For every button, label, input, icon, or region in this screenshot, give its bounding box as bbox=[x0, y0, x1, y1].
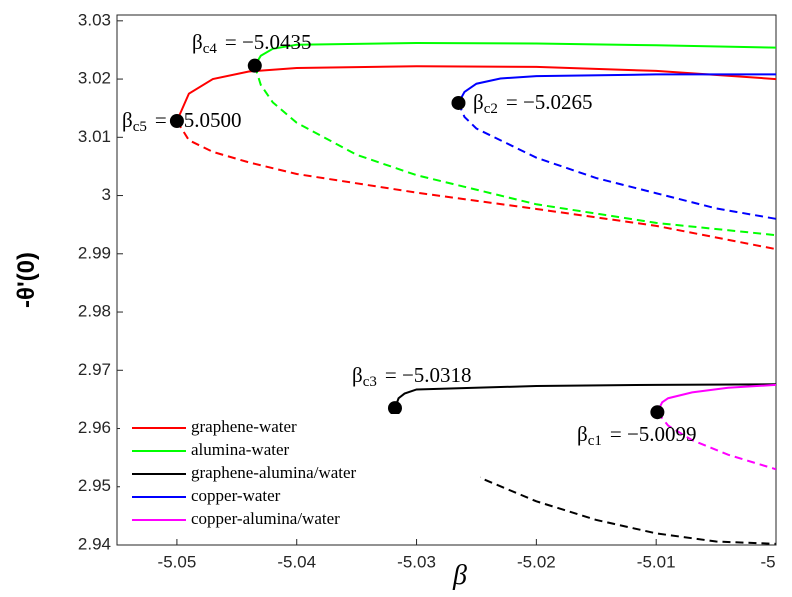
critical-value: = −5.0099 bbox=[610, 422, 697, 446]
upper-branch bbox=[457, 73, 776, 104]
x-tick-label: -5.04 bbox=[277, 552, 316, 571]
upper-branch bbox=[656, 383, 776, 413]
critical-subscript: c2 bbox=[484, 101, 498, 117]
y-tick-label: 3.03 bbox=[78, 10, 111, 29]
critical-value: = −5.0265 bbox=[506, 90, 593, 114]
legend-label: graphene-alumina/water bbox=[191, 463, 357, 482]
y-tick-label: 2.99 bbox=[78, 243, 111, 262]
critical-symbol: β bbox=[192, 30, 203, 54]
legend-label: graphene-water bbox=[191, 417, 297, 436]
critical-value: = −5.0318 bbox=[385, 363, 472, 387]
y-tick-label: 2.97 bbox=[78, 360, 111, 379]
legend-label: copper-water bbox=[191, 486, 281, 505]
lower-branch bbox=[656, 411, 776, 471]
critical-value: = −5.0435 bbox=[225, 30, 312, 54]
x-tick-label: -5.02 bbox=[517, 552, 556, 571]
lower-branch bbox=[253, 65, 776, 237]
critical-point bbox=[247, 58, 262, 73]
critical-label: βc2 = −5.0265 bbox=[473, 90, 593, 118]
legend-label: alumina-water bbox=[191, 440, 290, 459]
lower-branch bbox=[176, 120, 776, 251]
curves bbox=[175, 41, 776, 545]
x-axis-label: β bbox=[452, 560, 467, 591]
upper-branch bbox=[394, 383, 776, 409]
critical-symbol: β bbox=[352, 363, 363, 387]
lower-branch bbox=[457, 102, 776, 220]
critical-label: βc4 = −5.0435 bbox=[192, 30, 312, 58]
y-axis-label: -θ'(0) bbox=[13, 252, 40, 308]
critical-subscript: c4 bbox=[203, 41, 218, 57]
x-tick-label: -5 bbox=[760, 552, 775, 571]
critical-point bbox=[451, 95, 466, 110]
x-tick-label: -5.01 bbox=[637, 552, 676, 571]
critical-subscript: c1 bbox=[588, 433, 602, 449]
y-tick-label: 2.94 bbox=[78, 534, 111, 553]
critical-label: βc3 = −5.0318 bbox=[352, 363, 472, 391]
x-tick-label: -5.03 bbox=[397, 552, 436, 571]
y-tick-label: 3.01 bbox=[78, 127, 111, 146]
y-tick-label: 3.02 bbox=[78, 69, 111, 88]
critical-value: = −5.0500 bbox=[155, 108, 242, 132]
critical-symbol: β bbox=[577, 422, 588, 446]
y-tick-label: 2.95 bbox=[78, 476, 111, 495]
critical-point bbox=[650, 405, 665, 420]
critical-subscript: c3 bbox=[363, 374, 377, 390]
x-tick-label: -5.05 bbox=[158, 552, 197, 571]
critical-symbol: β bbox=[473, 90, 484, 114]
legend: graphene-water alumina-water graphene-alum… bbox=[120, 414, 480, 532]
upper-branch bbox=[253, 41, 776, 67]
critical-subscript: c5 bbox=[133, 119, 147, 135]
critical-point bbox=[169, 114, 184, 128]
critical-symbol: β bbox=[122, 108, 133, 132]
critical-point bbox=[387, 401, 402, 416]
legend-label: copper-alumina/water bbox=[191, 509, 340, 528]
critical-label: βc1 = −5.0099 bbox=[577, 422, 697, 450]
y-tick-label: 2.98 bbox=[78, 302, 111, 321]
y-tick-label: 3 bbox=[102, 185, 111, 204]
critical-label: βc5 = −5.0500 bbox=[122, 108, 242, 136]
upper-branch bbox=[175, 65, 776, 122]
y-tick-label: 2.96 bbox=[78, 418, 111, 437]
